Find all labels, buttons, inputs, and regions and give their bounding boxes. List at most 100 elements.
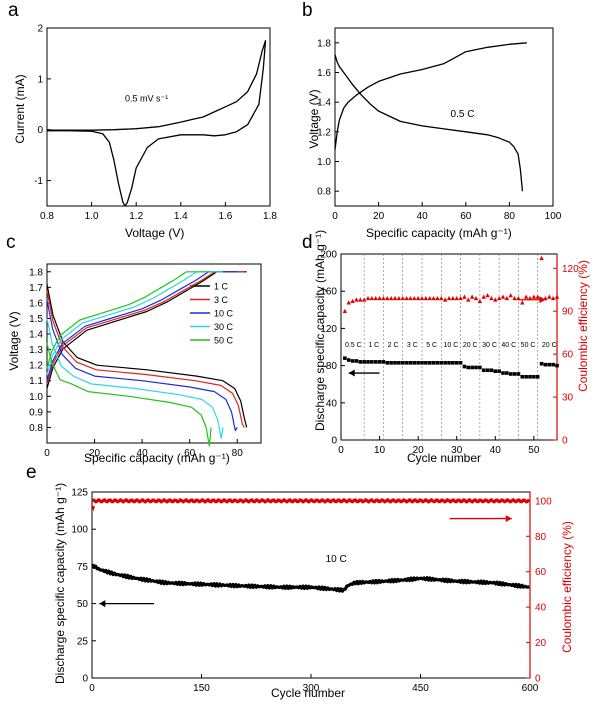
chart-d-capacity-point bbox=[497, 369, 501, 373]
chart-e-ytick-label: 50 bbox=[77, 599, 89, 610]
chart-e-y2tick-label: 40 bbox=[535, 603, 547, 614]
chart-d-capacity-point bbox=[451, 361, 455, 365]
chart-d-capacity-point bbox=[547, 362, 552, 367]
chart-d-capacity-point bbox=[358, 360, 363, 364]
chart-e-y2tick-label: 60 bbox=[535, 567, 547, 578]
chart-e-xtick-label: 600 bbox=[522, 683, 539, 694]
chart-e-xtick-label: 300 bbox=[303, 683, 320, 694]
chart-d-rate-label: 5 C bbox=[426, 342, 437, 349]
chart-d-capacity-point bbox=[373, 360, 378, 364]
chart-d-capacity-point bbox=[474, 365, 478, 370]
chart-d-efficiency-point bbox=[385, 295, 390, 301]
chart-d-efficiency-point bbox=[350, 298, 355, 304]
chart-e-ytick-label: 75 bbox=[77, 562, 89, 573]
chart-c-ytick-label: 0.8 bbox=[29, 423, 43, 434]
chart-d-capacity-point bbox=[466, 365, 471, 370]
chart-c-ytick-label: 1.7 bbox=[29, 283, 43, 294]
chart-d-capacity-point bbox=[408, 361, 413, 365]
chart-d-ylabel: Discharge specific capacity (mAh g⁻¹) bbox=[313, 229, 327, 431]
chart-d-capacity-point bbox=[427, 361, 432, 365]
chart-d-ytick-label: 40 bbox=[326, 398, 338, 409]
chart-d-efficiency-point bbox=[550, 295, 556, 301]
chart-d-ytick-label: 120 bbox=[320, 324, 337, 335]
chart-b-annotation: 0.5 C bbox=[451, 109, 475, 120]
chart-d-efficiency-point bbox=[435, 295, 440, 301]
chart-a: 0.8 1.0 1.2 1.4 1.6 1.8 -1 0 1 2 0.5 mV s⁻¹ bbox=[34, 24, 277, 223]
chart-d-y2tick-label: 90 bbox=[562, 307, 574, 318]
chart-e-arrow-right-head bbox=[505, 515, 512, 523]
chart-d-capacity-point bbox=[520, 374, 525, 379]
chart-d-capacity-point bbox=[505, 371, 509, 375]
chart-a-xtick-label: 0.8 bbox=[40, 211, 54, 222]
chart-d-capacity-point bbox=[416, 361, 420, 365]
chart-a-ytick-label: 2 bbox=[37, 24, 43, 35]
chart-d-capacity-point bbox=[528, 374, 532, 379]
chart-e-efficiency-first-point bbox=[92, 506, 95, 512]
chart-a-series-line bbox=[47, 40, 267, 207]
chart-d-efficiency-point bbox=[369, 295, 375, 301]
chart-d: 0 10 20 30 40 50 0 40 80 120 160 200 0 30 60 90 120 0.5 C… bbox=[320, 250, 579, 457]
chart-d-xtick-label: 40 bbox=[490, 445, 502, 456]
chart-e-ytick-label: 125 bbox=[71, 488, 88, 499]
chart-d-capacity-point bbox=[462, 364, 467, 369]
chart-d-y2tick-label: 60 bbox=[562, 350, 574, 361]
chart-d-capacity-point bbox=[470, 365, 474, 370]
chart-d-xtick-label: 30 bbox=[451, 445, 463, 456]
panel-label-d: d bbox=[302, 232, 313, 253]
chart-d-efficiency-point bbox=[396, 295, 402, 301]
chart-d-capacity-point bbox=[350, 359, 355, 363]
chart-c-xtick-label: 20 bbox=[89, 448, 101, 459]
chart-b-ytick-label: 1.0 bbox=[317, 157, 331, 168]
chart-d-capacity-point bbox=[397, 361, 401, 365]
chart-d-efficiency-point bbox=[419, 295, 425, 301]
chart-e-frame bbox=[91, 491, 531, 679]
chart-d-rate-label: 20 C bbox=[463, 342, 478, 349]
chart-e-y2label: Coulombic efficiency (%) bbox=[560, 521, 574, 653]
chart-c-ytick-label: 1.6 bbox=[29, 298, 43, 309]
chart-a-annotation: 0.5 mV s⁻¹ bbox=[125, 94, 168, 104]
chart-d-efficiency-point bbox=[516, 295, 521, 301]
chart-d-efficiency-point bbox=[485, 293, 490, 298]
chart-d-capacity-point bbox=[381, 360, 386, 364]
chart-d-efficiency-point bbox=[500, 294, 506, 299]
chart-e-y2tick-label: 80 bbox=[535, 532, 547, 543]
chart-d-capacity-point bbox=[420, 361, 424, 365]
chart-d-efficiency-point bbox=[365, 295, 371, 301]
chart-d-capacity-point bbox=[535, 374, 540, 379]
chart-d-capacity-point bbox=[493, 369, 498, 373]
chart-d-efficiency-point bbox=[427, 295, 432, 301]
chart-c-legend-label: 1 C bbox=[214, 282, 229, 292]
chart-c-ytick-label: 1.8 bbox=[29, 267, 43, 278]
chart-d-capacity-point bbox=[354, 359, 359, 363]
chart-d-capacity-point bbox=[343, 356, 347, 360]
chart-a-xtick-label: 1.6 bbox=[218, 211, 232, 222]
panel-label-e: e bbox=[26, 462, 37, 483]
chart-d-efficiency-point bbox=[404, 295, 409, 301]
chart-d-efficiency-point bbox=[408, 295, 413, 301]
chart-d-efficiency-point bbox=[512, 295, 517, 301]
chart-d-efficiency-point bbox=[539, 255, 544, 261]
chart-a-xtick-label: 1.0 bbox=[85, 211, 99, 222]
chart-d-efficiency-point bbox=[412, 295, 417, 301]
chart-a-xtick-label: 1.8 bbox=[263, 211, 277, 222]
chart-d-capacity-point bbox=[485, 368, 490, 373]
chart-a-ytick-label: 0 bbox=[37, 125, 43, 136]
chart-d-efficiency-point bbox=[523, 294, 529, 299]
chart-c-series-30C-charge bbox=[46, 271, 223, 375]
chart-d-capacity-point bbox=[551, 362, 555, 367]
chart-d-y2tick-label: 30 bbox=[562, 393, 574, 404]
chart-d-ytick-label: 80 bbox=[326, 361, 338, 372]
chart-d-efficiency-point bbox=[458, 295, 463, 301]
chart-d-efficiency-point bbox=[361, 297, 367, 302]
chart-d-efficiency-point bbox=[431, 295, 436, 301]
chart-d-efficiency-point bbox=[504, 295, 510, 301]
chart-e-xtick-label: 150 bbox=[193, 683, 210, 694]
chart-d-efficiency-point bbox=[462, 294, 467, 299]
chart-c-series-10C-charge bbox=[46, 271, 238, 381]
chart-d-efficiency-point bbox=[346, 300, 351, 305]
panel-label-a: a bbox=[8, 0, 19, 21]
chart-d-efficiency-point bbox=[520, 300, 525, 305]
chart-d-rate-label: 3 C bbox=[407, 342, 418, 349]
chart-c-legend-label: 30 C bbox=[214, 322, 234, 332]
chart-d-ytick-label: 200 bbox=[320, 250, 337, 261]
